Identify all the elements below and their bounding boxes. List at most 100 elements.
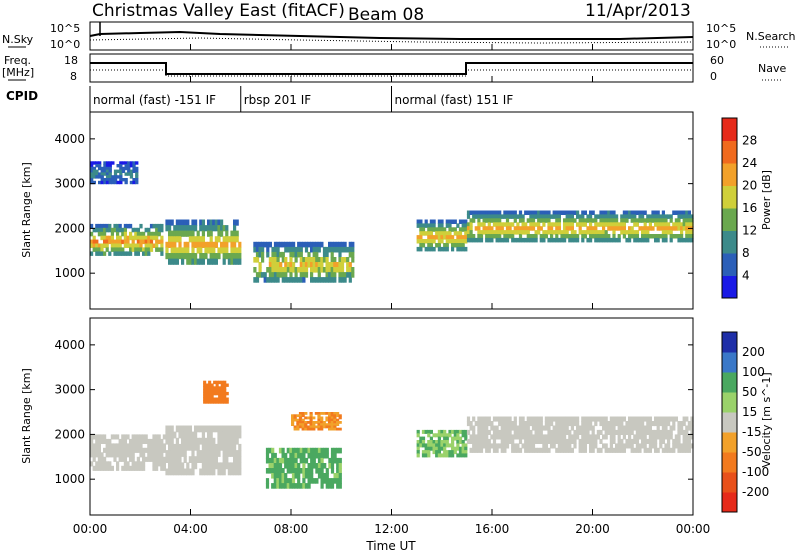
data-cell — [108, 251, 112, 256]
colorbar-tick: 28 — [742, 134, 757, 148]
data-cell — [443, 429, 447, 434]
data-cell — [304, 421, 308, 424]
data-cell — [427, 235, 431, 240]
data-cell — [583, 438, 587, 444]
data-cell — [265, 468, 270, 474]
data-cell — [323, 463, 327, 469]
data-cell — [271, 267, 275, 273]
data-cell — [207, 450, 211, 457]
data-cell — [136, 443, 140, 449]
data-cell — [615, 237, 619, 243]
data-cell — [136, 456, 140, 462]
data-cell — [421, 223, 426, 228]
data-cell — [539, 421, 543, 427]
data-cell — [685, 438, 689, 444]
data-cell — [233, 230, 237, 237]
data-cell — [304, 468, 309, 474]
data-cell — [127, 166, 131, 171]
data-cell — [97, 227, 101, 233]
data-cell — [487, 237, 491, 243]
data-cell — [284, 452, 288, 459]
data-cell — [118, 239, 122, 245]
data-cell — [458, 235, 463, 240]
data-cell — [105, 175, 110, 179]
data-cell — [544, 210, 548, 215]
data-cell — [220, 443, 224, 451]
data-cell — [304, 423, 308, 426]
data-cell — [178, 450, 182, 457]
data-cell — [563, 434, 567, 440]
data-cell — [646, 416, 650, 422]
data-cell — [609, 222, 613, 227]
data-cell — [469, 434, 473, 440]
data-cell — [235, 236, 239, 243]
data-cell — [576, 434, 580, 440]
data-cell — [147, 231, 151, 237]
data-cell — [213, 389, 217, 393]
data-cell — [630, 226, 634, 231]
data-cell — [472, 237, 476, 243]
data-cell — [312, 241, 316, 248]
data-cell — [286, 447, 290, 454]
data-cell — [419, 443, 423, 448]
data-cell — [633, 421, 637, 427]
data-cell — [544, 447, 548, 453]
data-cell — [121, 443, 125, 449]
data-cell — [183, 425, 187, 433]
data-cell — [207, 225, 211, 232]
data-cell — [594, 230, 598, 235]
data-cell — [149, 447, 153, 453]
data-cell — [526, 447, 530, 453]
data-cell — [492, 210, 497, 215]
data-cell — [487, 230, 491, 235]
data-cell — [633, 214, 637, 219]
data-cell — [126, 447, 130, 453]
data-cell — [656, 447, 660, 453]
data-cell — [100, 434, 104, 440]
data-cell — [284, 246, 288, 253]
data-cell — [490, 443, 494, 449]
data-cell — [186, 425, 190, 433]
data-cell — [437, 450, 441, 455]
data-cell — [129, 438, 133, 444]
data-cell — [100, 180, 104, 185]
data-cell — [191, 450, 195, 457]
data-cell — [279, 267, 283, 273]
data-cell — [669, 234, 673, 239]
data-cell — [338, 457, 342, 464]
data-cell — [516, 425, 520, 431]
data-cell — [451, 429, 455, 434]
data-cell — [612, 421, 616, 427]
data-cell — [199, 258, 203, 265]
data-cell — [586, 434, 590, 440]
data-cell — [659, 416, 663, 422]
data-cell — [641, 214, 645, 219]
data-cell — [505, 222, 510, 227]
data-cell — [508, 210, 512, 215]
data-cell — [612, 222, 616, 227]
data-cell — [443, 235, 447, 240]
data-cell — [656, 237, 660, 243]
data-cell — [661, 234, 665, 239]
data-cell — [516, 434, 520, 440]
data-cell — [622, 222, 626, 227]
data-cell — [160, 465, 164, 471]
data-cell — [178, 230, 182, 237]
data-cell — [338, 257, 342, 263]
data-cell — [207, 425, 211, 433]
data-cell — [170, 236, 174, 243]
data-cell — [596, 447, 600, 453]
data-cell — [602, 210, 606, 215]
data-cell — [317, 241, 321, 248]
data-cell — [464, 446, 468, 451]
data-cell — [223, 389, 227, 393]
data-cell — [281, 483, 285, 489]
data-cell — [302, 267, 306, 273]
data-cell — [98, 172, 102, 176]
data-cell — [630, 230, 634, 235]
data-cell — [427, 446, 431, 451]
data-cell — [284, 272, 288, 278]
freq-label-2: [MHz] — [2, 66, 34, 79]
y-tick-label: 3000 — [54, 177, 85, 191]
data-cell — [542, 218, 546, 223]
